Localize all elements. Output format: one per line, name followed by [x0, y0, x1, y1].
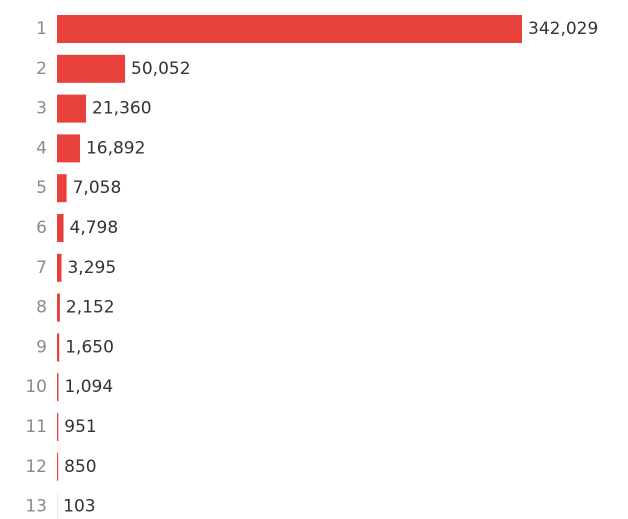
category-label: 11 — [25, 417, 47, 437]
bar — [57, 54, 126, 83]
category-label: 6 — [36, 218, 47, 238]
value-label: 2,152 — [66, 298, 115, 318]
category-label: 12 — [25, 457, 47, 477]
bar — [57, 253, 62, 282]
category-label: 4 — [36, 138, 47, 158]
category-label: 7 — [36, 258, 47, 278]
category-label: 5 — [36, 178, 47, 198]
category-label: 2 — [36, 59, 47, 79]
value-label: 951 — [64, 417, 96, 437]
bar — [57, 333, 60, 362]
bar — [57, 373, 59, 402]
value-label: 1,094 — [64, 377, 113, 397]
value-label: 850 — [64, 457, 96, 477]
value-label: 103 — [63, 497, 95, 517]
value-label: 342,029 — [528, 19, 598, 39]
bar — [57, 293, 60, 322]
value-label: 21,360 — [92, 99, 151, 119]
value-label: 3,295 — [67, 258, 116, 278]
bar — [57, 15, 522, 43]
category-label: 9 — [36, 337, 47, 357]
value-label: 7,058 — [73, 178, 122, 198]
bar — [57, 214, 64, 242]
bar — [57, 94, 87, 123]
value-label: 1,650 — [65, 337, 114, 357]
bar — [57, 452, 59, 481]
bar — [57, 413, 59, 441]
value-label: 50,052 — [131, 59, 190, 79]
category-label: 3 — [36, 99, 47, 119]
value-label: 4,798 — [70, 218, 119, 238]
category-label: 8 — [36, 298, 47, 318]
category-label: 1 — [36, 19, 47, 39]
value-label: 16,892 — [86, 138, 145, 158]
bar — [57, 134, 80, 163]
category-label: 13 — [25, 497, 47, 517]
category-label: 10 — [25, 377, 47, 397]
bar — [57, 174, 67, 203]
